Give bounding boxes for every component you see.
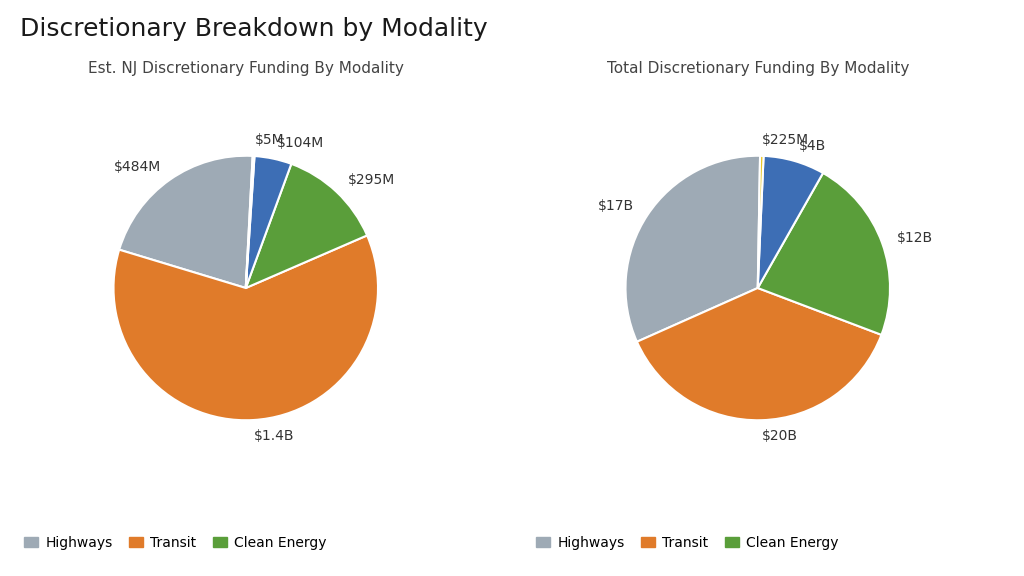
Text: $295M: $295M bbox=[347, 173, 394, 187]
Text: Discretionary Breakdown by Modality: Discretionary Breakdown by Modality bbox=[20, 17, 488, 41]
Wedge shape bbox=[637, 288, 882, 420]
Title: Est. NJ Discretionary Funding By Modality: Est. NJ Discretionary Funding By Modalit… bbox=[88, 60, 403, 75]
Text: $225M: $225M bbox=[762, 133, 809, 147]
Text: $17B: $17B bbox=[598, 199, 634, 213]
Wedge shape bbox=[246, 156, 255, 288]
Wedge shape bbox=[758, 156, 823, 288]
Wedge shape bbox=[758, 173, 890, 335]
Legend: Water, Broadband: Water, Broadband bbox=[18, 570, 206, 576]
Title: Total Discretionary Funding By Modality: Total Discretionary Funding By Modality bbox=[606, 60, 909, 75]
Text: $12B: $12B bbox=[897, 231, 933, 245]
Legend: Water, Broadband: Water, Broadband bbox=[530, 570, 718, 576]
Text: $20B: $20B bbox=[762, 429, 798, 443]
Wedge shape bbox=[246, 156, 291, 288]
Wedge shape bbox=[246, 164, 367, 288]
Text: $484M: $484M bbox=[114, 160, 161, 174]
Wedge shape bbox=[758, 156, 764, 288]
Text: $4B: $4B bbox=[799, 139, 826, 153]
Wedge shape bbox=[114, 236, 378, 420]
Text: $5M: $5M bbox=[255, 133, 284, 147]
Wedge shape bbox=[119, 156, 253, 288]
Text: $1.4B: $1.4B bbox=[254, 429, 295, 443]
Text: $104M: $104M bbox=[276, 136, 324, 150]
Wedge shape bbox=[626, 156, 760, 342]
